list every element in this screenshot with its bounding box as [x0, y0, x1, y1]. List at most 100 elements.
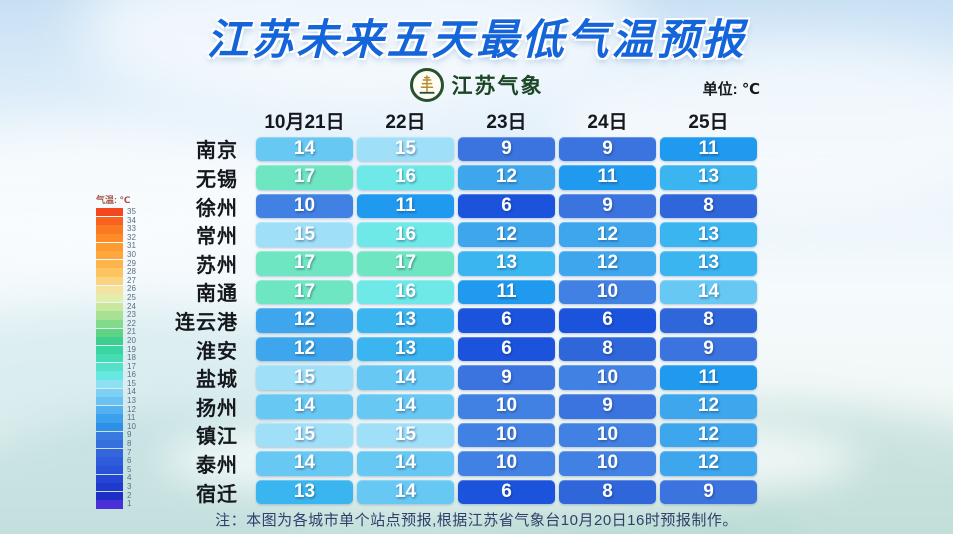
temperature-cell: 13 — [458, 250, 555, 276]
legend-value-label: 26 — [127, 284, 136, 294]
legend-color-swatch — [96, 225, 123, 234]
temperature-cell: 16 — [357, 279, 454, 305]
temperature-cell: 14 — [660, 279, 757, 305]
row-label-city: 常州 — [196, 226, 238, 249]
legend-entry: 34 — [96, 216, 136, 226]
legend-entry: 4 — [96, 474, 136, 483]
legend-entry: 32 — [96, 233, 136, 243]
temperature-cell: 8 — [660, 193, 757, 219]
row-label-city: 宿迁 — [196, 483, 238, 506]
temperature-cell: 6 — [458, 336, 555, 362]
legend-value-label: 29 — [127, 258, 136, 268]
legend-entry: 20 — [96, 336, 136, 346]
legend-color-swatch — [96, 491, 123, 500]
temperature-cell: 11 — [458, 279, 555, 305]
legend-value-label: 25 — [127, 292, 136, 302]
temperature-cell: 11 — [660, 365, 757, 390]
temperature-cell: 14 — [357, 479, 454, 505]
forecast-table: 10月21日 22日 23日 24日 25日 南京 14 15 9 9 11 无锡 17 16 12 11 13… — [148, 108, 757, 506]
legend-color-swatch — [96, 448, 123, 458]
jiangsu-meteorology-logo-icon — [409, 68, 444, 102]
legend-entry: 33 — [96, 225, 136, 234]
temperature-cell: 17 — [256, 279, 353, 305]
temperature-cell: 6 — [559, 308, 656, 333]
legend-entry: 13 — [96, 396, 136, 406]
row-label-city: 无锡 — [196, 168, 238, 191]
legend-color-swatch — [96, 388, 123, 397]
footnote: 注：本图为各城市单个站点预报,根据江苏省气象台10月20日16时预报制作。 — [215, 512, 738, 529]
legend-entry: 19 — [96, 345, 136, 355]
legend-entry: 14 — [96, 388, 136, 397]
legend-value-label: 30 — [127, 249, 136, 259]
legend-color-swatch — [96, 216, 123, 225]
legend-value-label: 6 — [127, 456, 132, 466]
column-header-day: 22日 — [385, 111, 426, 133]
legend-entry: 27 — [96, 275, 136, 286]
temperature-cell: 9 — [559, 393, 656, 419]
temperature-cell: 12 — [458, 165, 555, 190]
legend-color-swatch — [96, 276, 123, 286]
temperature-cell: 13 — [660, 222, 757, 247]
temperature-cell: 15 — [357, 422, 454, 448]
legend-entry: 21 — [96, 328, 136, 337]
legend-entry: 23 — [96, 311, 136, 320]
legend-value-label: 15 — [127, 378, 136, 388]
row-label-city: 苏州 — [196, 254, 238, 277]
temperature-legend: 气温: ℃ 35 34 33 32 31 30 29 28 27 26 25 24 23 22 21 20 19… — [96, 193, 136, 509]
legend-entry: 3 — [96, 482, 136, 492]
temperature-cell: 14 — [256, 136, 353, 162]
legend-color-swatch — [96, 414, 123, 423]
temperature-cell: 11 — [660, 136, 757, 162]
legend-entry: 15 — [96, 378, 136, 389]
legend-value-label: 28 — [127, 267, 136, 277]
legend-value-label: 5 — [127, 464, 132, 474]
temperature-cell: 9 — [559, 193, 656, 219]
unit-label: 单位: ℃ — [702, 81, 760, 98]
legend-color-swatch — [96, 354, 123, 363]
legend-entry: 8 — [96, 439, 136, 449]
legend-color-swatch — [96, 285, 123, 294]
legend-value-label: 27 — [127, 275, 136, 285]
temperature-cell: 10 — [559, 422, 656, 448]
legend-value-label: 14 — [127, 387, 136, 397]
temperature-cell: 17 — [256, 250, 353, 276]
legend-color-swatch — [96, 457, 123, 466]
legend-entry: 26 — [96, 285, 136, 294]
legend-entry: 11 — [96, 414, 136, 423]
row-label-city: 淮安 — [196, 340, 238, 363]
legend-entry: 29 — [96, 258, 136, 269]
legend-entry: 22 — [96, 319, 136, 329]
legend-color-swatch — [96, 294, 123, 303]
legend-entry: 10 — [96, 422, 136, 432]
temperature-cell: 10 — [559, 365, 656, 390]
temperature-cell: 15 — [256, 222, 353, 247]
legend-color-swatch — [96, 380, 123, 389]
temperature-cell: 12 — [458, 222, 555, 247]
legend-color-swatch — [96, 500, 123, 509]
legend-value-label: 11 — [127, 413, 136, 423]
column-header-day: 24日 — [587, 111, 628, 133]
temperature-cell: 15 — [256, 422, 353, 448]
temperature-cell: 16 — [357, 222, 454, 247]
temperature-cell: 8 — [559, 479, 656, 505]
table-corner — [148, 108, 252, 133]
temperature-cell: 9 — [660, 479, 757, 505]
legend-entry: 35 — [96, 207, 136, 217]
legend-entry: 9 — [96, 431, 136, 440]
temperature-cell: 17 — [256, 165, 353, 190]
legend-entry: 1 — [96, 500, 136, 509]
legend-color-swatch — [96, 268, 123, 277]
row-label-city: 南通 — [196, 283, 238, 306]
legend-entry: 31 — [96, 242, 136, 251]
temperature-cell: 12 — [660, 422, 757, 448]
legend-entry: 25 — [96, 292, 136, 303]
legend-color-swatch — [96, 423, 123, 432]
legend-color-swatch — [96, 242, 123, 251]
legend-color-swatch — [96, 311, 123, 320]
legend-value-label: 2 — [127, 490, 132, 500]
column-header-day: 10月21日 — [264, 111, 345, 133]
brand-label: 江苏气象 — [451, 75, 544, 98]
legend-value-label: 13 — [127, 396, 136, 406]
temperature-cell: 15 — [357, 136, 454, 162]
row-label-city: 泰州 — [196, 454, 238, 477]
